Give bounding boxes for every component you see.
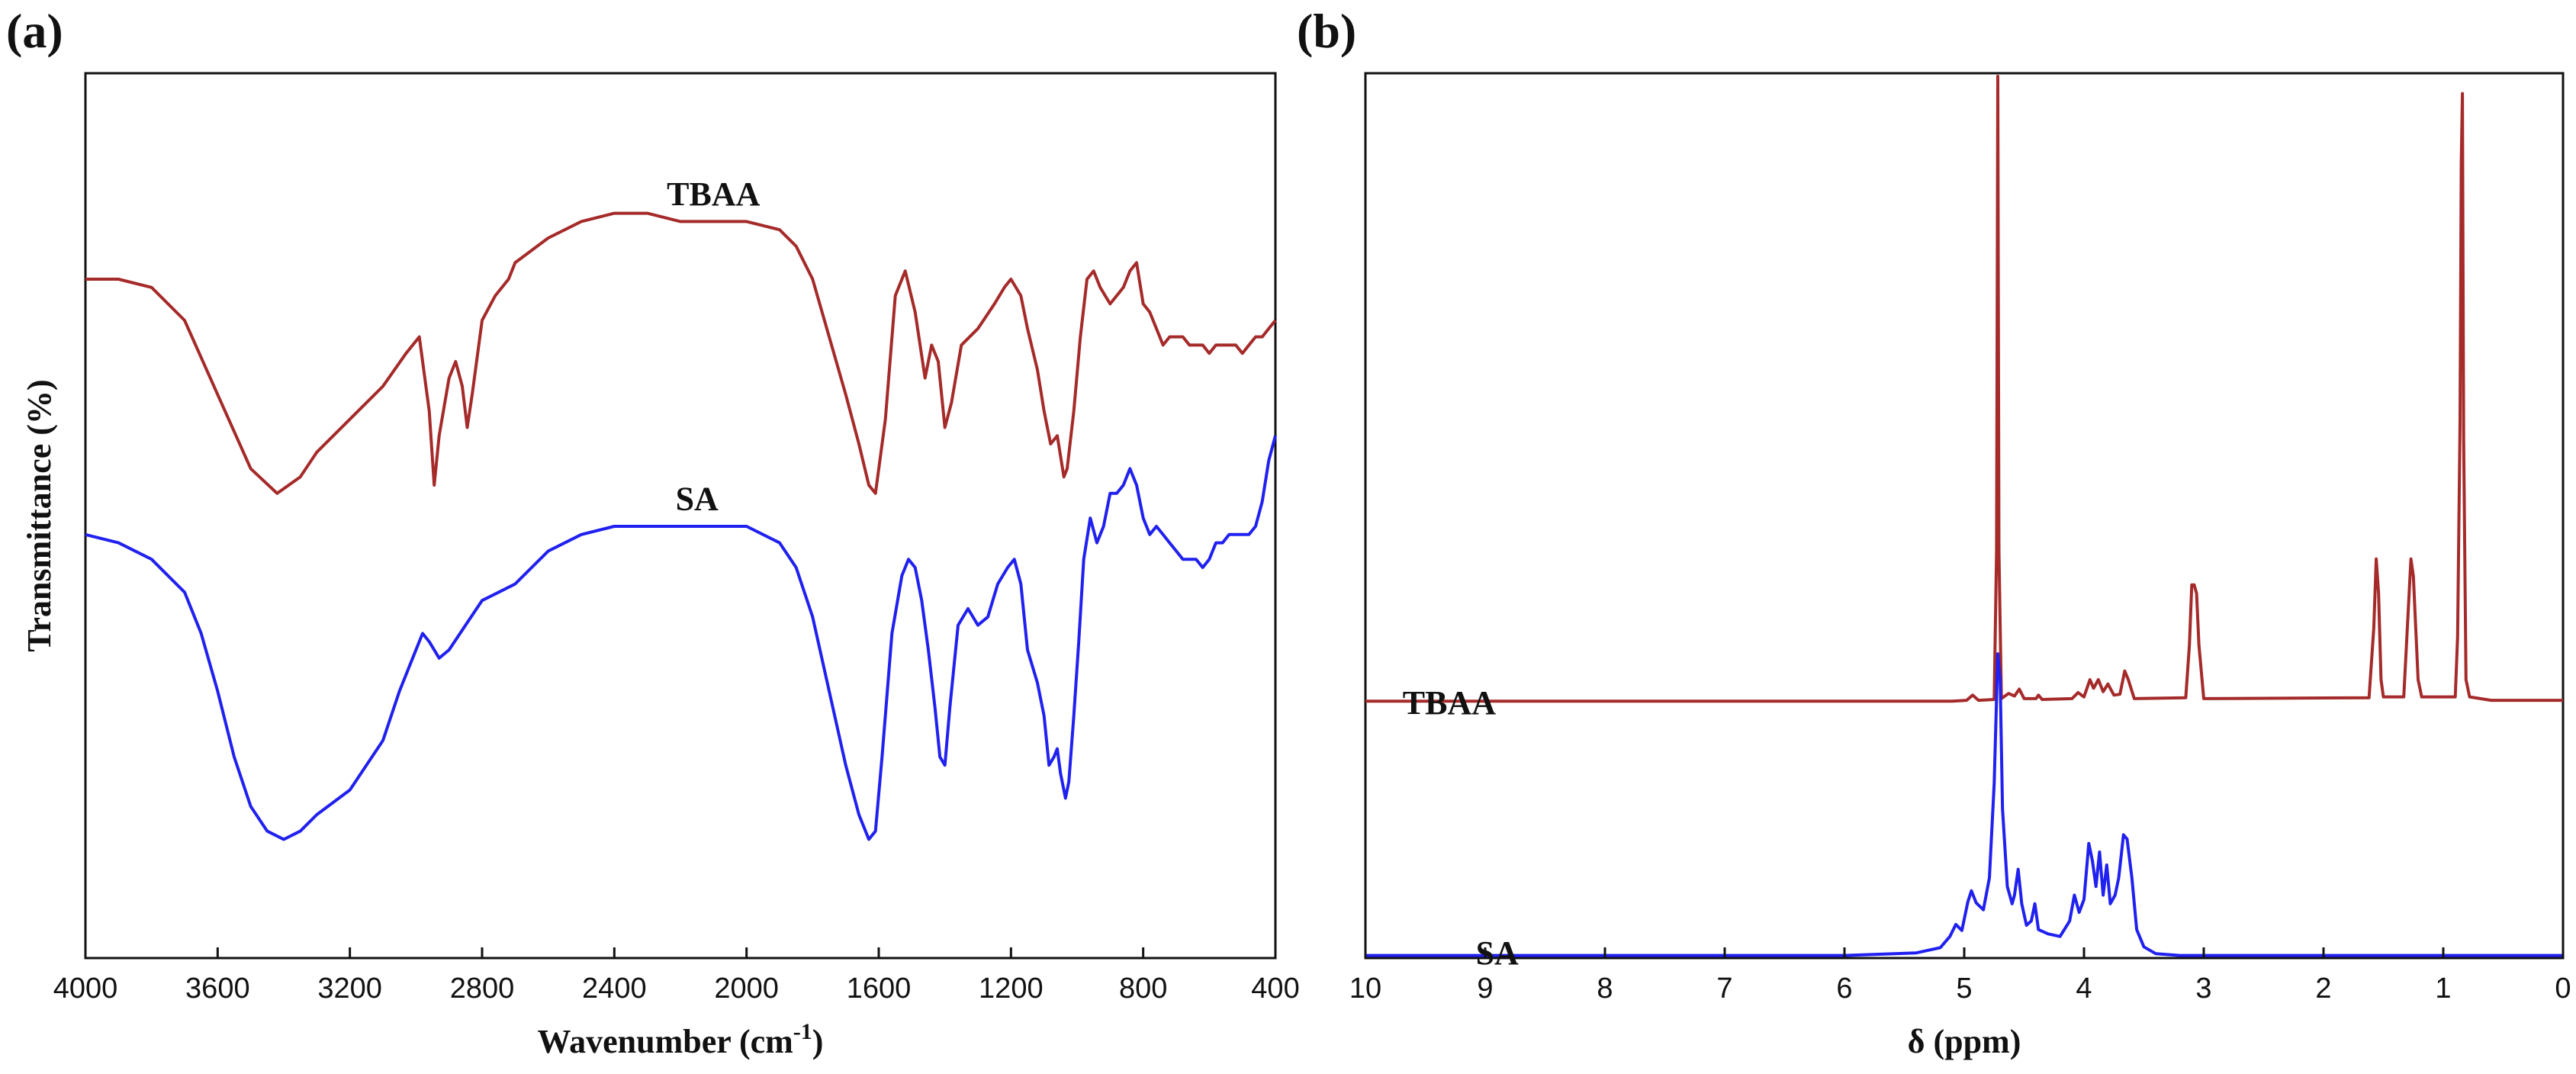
panel-b-series-sa-label: SA [1476, 934, 1519, 972]
panel-a-series-labels: TBAA SA [667, 175, 760, 518]
panel-a-x-tick-label: 1600 [847, 973, 912, 1005]
panel-b-x-tick-label: 3 [2195, 973, 2211, 1005]
panel-a-x-tick-label: 800 [1119, 973, 1167, 1005]
panel-a-x-tick-label: 2400 [582, 973, 647, 1005]
panel-a: (a) 4000 3600 3200 2800 2400 2000 1600 1200 800 4… [6, 4, 1300, 1060]
panel-b-x-tick-label: 9 [1477, 973, 1493, 1005]
panel-b-series-tbaa-line [1365, 75, 2563, 703]
panel-b-x-tick-label: 1 [2435, 973, 2451, 1005]
panel-a-x-tick-label: 2800 [450, 973, 515, 1005]
panel-a-x-tick-label: 1200 [979, 973, 1044, 1005]
panel-b-plot-area [1364, 72, 2565, 960]
panel-b-x-tick-label: 4 [2076, 973, 2092, 1005]
panel-a-x-tick-label: 4000 [53, 973, 118, 1005]
panel-b-x-tick-label: 6 [1836, 973, 1852, 1005]
panel-b-series-tbaa-label: TBAA [1403, 684, 1496, 722]
panel-a-x-axis-title: Wavenumber (cm-1) [538, 1019, 824, 1060]
panel-b-curves [1365, 75, 2563, 957]
panel-b-series-labels: TBAA SA [1403, 684, 1519, 972]
panel-a-series-tbaa-label: TBAA [667, 175, 760, 213]
panel-b-series-sa-line [1365, 652, 2563, 957]
panel-a-x-tick-label: 400 [1251, 973, 1299, 1005]
panel-b-x-tick-label: 7 [1716, 973, 1732, 1005]
panel-a-x-ticks: 4000 3600 3200 2800 2400 2000 1600 1200 800 400 [53, 947, 1300, 1005]
panel-a-x-tick-label: 3600 [185, 973, 250, 1005]
panel-a-series-sa-label: SA [676, 480, 719, 517]
panel-b-x-tick-label: 5 [1956, 973, 1972, 1005]
panel-b-x-tick-label: 10 [1349, 973, 1381, 1005]
panel-b-x-tick-label: 2 [2315, 973, 2331, 1005]
panel-a-series-sa-line [85, 435, 1277, 841]
panel-b-x-tick-label: 8 [1597, 973, 1613, 1005]
panel-a-label: (a) [6, 4, 63, 58]
panel-a-series-tbaa-line [85, 211, 1277, 495]
panel-a-x-tick-label: 2000 [714, 973, 779, 1005]
panel-a-x-tick-label: 3200 [317, 973, 382, 1005]
panel-a-y-axis-title: Transmittance (%) [21, 379, 58, 651]
panel-a-curves [85, 211, 1277, 841]
panel-b-x-axis-title: δ (ppm) [1908, 1023, 2021, 1060]
panel-b-x-tick-label: 0 [2555, 973, 2571, 1005]
panel-b-label: (b) [1297, 4, 1356, 58]
panel-b-x-ticks: 10 9 8 7 6 5 4 3 2 1 0 [1349, 947, 2571, 1005]
